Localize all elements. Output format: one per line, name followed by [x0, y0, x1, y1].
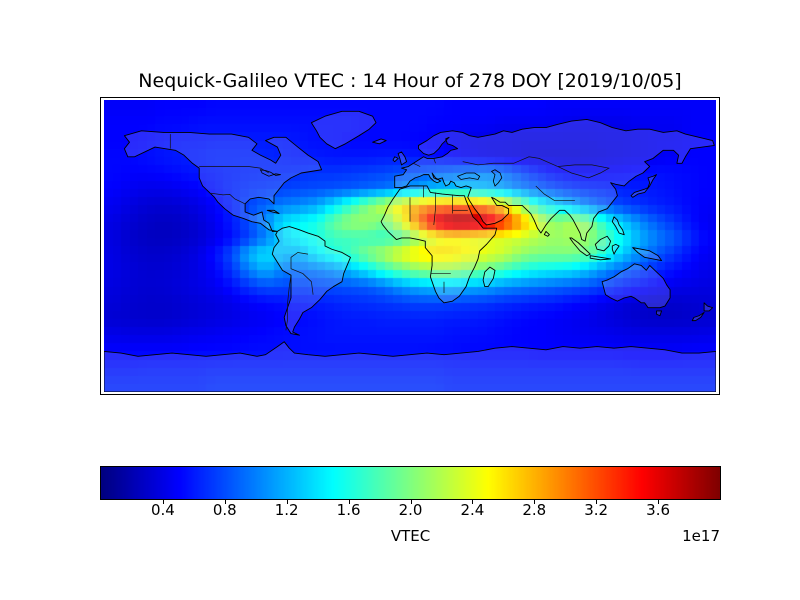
chile-argentina-border	[286, 275, 291, 330]
colorbar	[100, 466, 721, 500]
madagascar-outline	[483, 267, 495, 286]
japan-outline	[631, 175, 657, 198]
colorbar-tick-label: 1.6	[336, 501, 361, 519]
colorbar-tick-label: 1.2	[274, 501, 299, 519]
new-guinea-outline	[633, 248, 662, 261]
colorbar-tick-label: 2.8	[522, 501, 547, 519]
colorbar-tick-label: 0.8	[212, 501, 237, 519]
colorbar-tick-label: 2.0	[398, 501, 423, 519]
colorbar-tick-mark	[348, 500, 350, 504]
eurasia-outline	[395, 119, 715, 241]
great-lakes-outline	[260, 170, 280, 176]
colorbar-gradient-canvas	[101, 467, 720, 499]
borneo-outline	[595, 236, 610, 251]
greenland-outline	[311, 111, 376, 148]
colorbar-tick-mark	[410, 500, 412, 504]
british-isles-outline	[393, 152, 407, 165]
europe-borders	[413, 158, 435, 166]
australia-outline	[602, 264, 670, 308]
colorbar-tick-mark	[596, 500, 598, 504]
sri-lanka-outline	[544, 231, 549, 236]
colorbar-tick-mark	[658, 500, 660, 504]
world-coastlines-overlay	[104, 100, 716, 392]
russia-kazakhstan-border	[463, 157, 558, 167]
vtec-heatmap-canvas	[104, 100, 716, 392]
figure-title: Nequick-Galileo VTEC : 14 Hour of 278 DO…	[138, 70, 682, 92]
brazil-border	[291, 252, 313, 294]
new-zealand-outline	[692, 303, 712, 321]
south-america-outline	[272, 227, 350, 336]
colorbar-tick-label: 0.4	[150, 501, 175, 519]
colorbar-tick-mark	[534, 500, 536, 504]
libya-chad-border	[434, 192, 436, 224]
antarctica-outline	[104, 342, 716, 392]
continent-outlines	[104, 111, 716, 392]
country-borders	[170, 134, 609, 330]
colorbar-tick-label: 2.4	[460, 501, 485, 519]
colorbar-tick-mark	[224, 500, 226, 504]
colorbar-tick-mark	[472, 500, 474, 504]
philippines-outline	[612, 217, 624, 235]
black-sea-outline	[458, 173, 480, 179]
cuba-outline	[267, 210, 279, 213]
colorbar-tick-label: 3.6	[646, 501, 671, 519]
us-canada-border	[199, 167, 269, 173]
lake-outlines	[260, 170, 501, 186]
colorbar-axis-label: VTEC	[390, 527, 431, 545]
tasmania-outline	[657, 311, 662, 316]
mongolia-border	[558, 165, 609, 178]
colorbar-tick-label: 3.2	[584, 501, 609, 519]
north-america-outline	[124, 131, 321, 232]
colorbar-tick-mark	[162, 500, 164, 504]
caspian-sea-outline	[492, 170, 502, 186]
sulawesi-outline	[612, 244, 619, 254]
colorbar-tick-mark	[286, 500, 288, 504]
us-mexico-border	[211, 193, 245, 204]
iceland-outline	[373, 139, 387, 144]
sumatra-java-outline	[570, 238, 611, 260]
colorbar-offset-text: 1e17	[682, 527, 720, 545]
china-india-border	[536, 186, 575, 201]
